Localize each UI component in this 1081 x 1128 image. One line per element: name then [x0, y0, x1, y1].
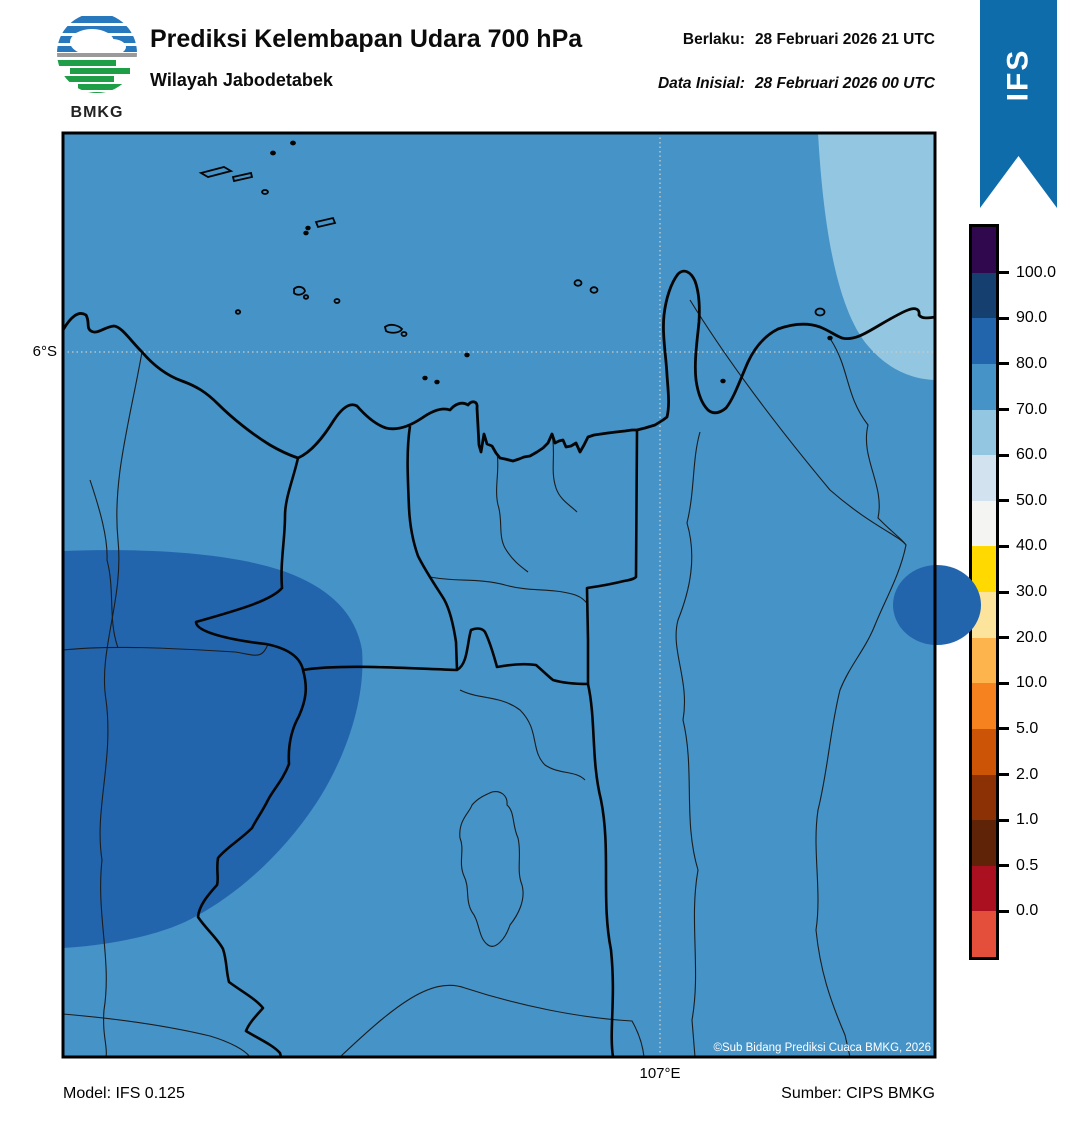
valid-time-label: Berlaku:	[682, 31, 745, 48]
forecast-map: ©Sub Bidang Prediksi Cuaca BMKG, 2026	[61, 131, 981, 1059]
map-copyright: ©Sub Bidang Prediksi Cuaca BMKG, 2026	[713, 1042, 931, 1054]
boundary-line	[89, 479, 119, 649]
colorbar-tick	[999, 864, 1009, 868]
colorbar-tick-label: 5.0	[1016, 719, 1039, 737]
colorbar-segment	[972, 637, 996, 684]
colorbar-tick	[999, 590, 1009, 594]
colorbar-tick	[999, 727, 1009, 731]
graticule	[63, 133, 935, 1057]
boundary-line	[830, 339, 907, 546]
colorbar-tick-label: 0.0	[1016, 902, 1039, 920]
colorbar-tick	[999, 362, 1009, 366]
bmkg-logo-icon	[57, 13, 137, 93]
colorbar-segment	[972, 409, 996, 456]
jakarta-east-boundary	[585, 430, 639, 684]
colorbar-tick	[999, 408, 1009, 411]
colorbar-tick	[999, 316, 1009, 320]
colorbar-tick-label: 20.0	[1016, 628, 1048, 646]
admin-boundaries-thin	[62, 299, 907, 1058]
colorbar-segment	[972, 363, 996, 410]
zone-rh-80-90-west	[63, 550, 363, 948]
boundary-line	[339, 984, 645, 1058]
colorbar-segment	[972, 227, 996, 273]
coastline	[61, 269, 936, 463]
latitude-label: 6°S	[32, 343, 57, 360]
admin-boundaries-thick	[194, 425, 639, 1058]
boundary-line	[496, 452, 529, 573]
boundary-line	[675, 431, 701, 1058]
colorbar-tick-label: 100.0	[1016, 263, 1057, 281]
colorbar-segment	[972, 911, 996, 957]
page-title: Prediksi Kelembapan Udara 700 hPa	[150, 25, 583, 53]
colorbar-tick	[999, 499, 1009, 503]
colorbar-tick-label: 2.0	[1016, 765, 1039, 783]
boundary-line	[551, 433, 578, 513]
colorbar-segment	[972, 500, 996, 547]
colorbar-segment	[972, 865, 996, 912]
boundary-line	[99, 351, 143, 1058]
colorbar-tick	[999, 636, 1009, 640]
colorbar-tick-label: 60.0	[1016, 446, 1048, 464]
boundary-line	[429, 576, 589, 606]
valid-time-value: 28 Februari 2026 21 UTC	[754, 31, 935, 48]
colorbar-tick-label: 1.0	[1016, 811, 1039, 829]
colorbar-tick-label: 50.0	[1016, 491, 1048, 509]
boundary-line	[62, 643, 269, 656]
model-ribbon-label: IFS	[1001, 48, 1035, 102]
islands	[198, 140, 833, 385]
colorbar-segment	[972, 318, 996, 364]
colorbar-tick-label: 10.0	[1016, 674, 1048, 692]
bmkg-logo-label: BMKG	[70, 104, 124, 121]
colorbar-tick-label: 90.0	[1016, 309, 1048, 327]
colorbar-tick-label: 80.0	[1016, 354, 1048, 372]
province-boundary-horizontal	[302, 627, 589, 686]
colorbar-tick	[999, 271, 1009, 275]
province-boundary-west	[194, 457, 308, 1058]
colorbar-tick	[999, 909, 1009, 913]
initial-data-time: Data Inisial: 28 Februari 2026 00 UTC	[658, 75, 935, 93]
province-boundary-south	[586, 683, 615, 1058]
boundary-line	[62, 1013, 251, 1058]
longitude-label: 107°E	[639, 1065, 681, 1082]
colorbar-segment	[972, 820, 996, 866]
colorbar-tick	[999, 818, 1009, 822]
colorbar-segment	[972, 455, 996, 501]
colorbar-tick	[999, 681, 1009, 685]
model-info: Model: IFS 0.125	[63, 1085, 185, 1102]
colorbar-tick-label: 40.0	[1016, 537, 1048, 555]
colorbar-tick	[999, 544, 1009, 548]
initial-data-label: Data Inisial:	[657, 75, 745, 92]
colorbar-segment	[972, 546, 996, 592]
colorbar-segment	[972, 728, 996, 775]
model-ribbon: IFS	[980, 0, 1057, 208]
page-subtitle: Wilayah Jabodetabek	[150, 70, 333, 90]
initial-data-value: 28 Februari 2026 00 UTC	[754, 75, 935, 92]
colorbar-segment	[972, 272, 996, 319]
colorbar-segment	[972, 774, 996, 821]
source-info: Sumber: CIPS BMKG	[781, 1085, 935, 1102]
colorbar-tick-label: 30.0	[1016, 583, 1048, 600]
valid-time: Berlaku: 28 Februari 2026 21 UTC	[683, 31, 935, 49]
bmkg-logo: BMKG	[52, 12, 142, 122]
colorbar-tick	[999, 453, 1009, 457]
colorbar-tick-label: 70.0	[1016, 400, 1048, 418]
map-frame	[61, 131, 937, 1059]
boundary-line	[689, 299, 907, 1058]
boundary-line	[459, 791, 524, 947]
colorbar-segment	[972, 683, 996, 729]
jakarta-west-boundary	[406, 425, 459, 671]
colorbar	[969, 224, 999, 960]
zone-rh-80-90-east	[893, 565, 981, 645]
colorbar-tick-label: 0.5	[1016, 856, 1039, 874]
zone-rh-60-70	[818, 133, 935, 380]
colorbar-tick	[999, 773, 1009, 776]
boundary-line	[459, 689, 586, 781]
